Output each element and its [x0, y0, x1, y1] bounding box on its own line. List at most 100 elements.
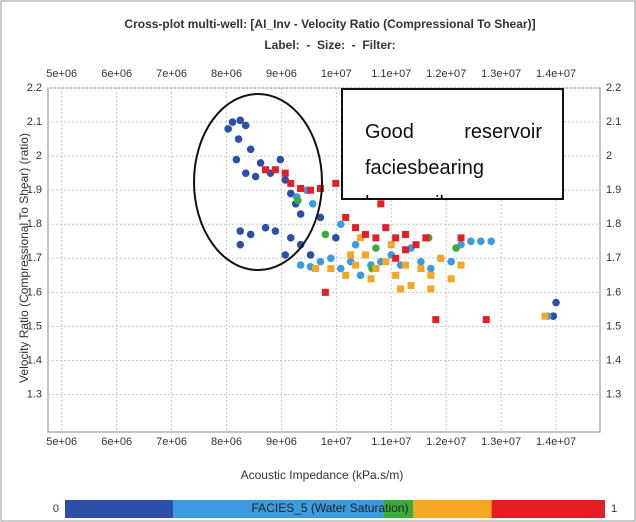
point: [287, 179, 295, 187]
point: [327, 254, 335, 263]
x-tick-label-top: 1.3e+07: [481, 68, 521, 80]
point: [467, 237, 475, 246]
point: [352, 224, 360, 232]
point: [427, 285, 435, 293]
point: [236, 240, 245, 249]
y-tick-label: 1.4: [27, 354, 42, 366]
point: [477, 237, 485, 246]
y-tick-label: 1.8: [27, 218, 42, 230]
y-tick-label: 2.2: [27, 82, 42, 94]
point: [336, 264, 345, 273]
y-tick-label-right: 2.1: [606, 116, 621, 128]
x-tick-label: 6e+06: [101, 436, 132, 448]
colorbar-segment: [491, 500, 605, 518]
point: [552, 298, 560, 307]
point: [392, 234, 400, 242]
point: [351, 240, 360, 249]
y-axis-label: Velocity Ratio (Compressional To Shear) …: [17, 133, 31, 383]
point: [281, 169, 289, 177]
x-tick-label-top: 1e+07: [321, 68, 352, 80]
point: [296, 210, 305, 218]
point: [224, 125, 232, 133]
point: [447, 257, 455, 266]
x-tick-label: 1.3e+07: [481, 436, 521, 448]
colorbar-segment: [173, 500, 384, 518]
point: [402, 246, 410, 254]
highlight-ellipse: [193, 93, 323, 271]
point: [297, 184, 305, 192]
point: [294, 196, 302, 205]
y-tick-label: 1.6: [27, 286, 42, 298]
point: [262, 166, 270, 174]
y-tick-label-right: 1.6: [606, 286, 621, 298]
y-tick-label-right: 1.5: [606, 320, 621, 332]
x-tick-label: 1.4e+07: [536, 436, 576, 448]
point: [457, 234, 465, 242]
point: [361, 230, 369, 238]
point: [342, 213, 350, 221]
point: [332, 179, 340, 187]
point: [387, 241, 395, 249]
y-tick-label: 2.1: [27, 116, 42, 128]
annotation: Good reservoir faciesbearing heavy oil: [341, 88, 564, 200]
point: [251, 172, 260, 181]
y-tick-label: 1.7: [27, 252, 42, 264]
point: [402, 230, 410, 238]
x-tick-label: 9e+06: [266, 436, 297, 448]
point: [382, 224, 390, 232]
point: [234, 135, 243, 143]
colorbar-min: 0: [53, 503, 59, 515]
y-tick-label-right: 1.9: [606, 184, 621, 196]
x-tick-label: 1.2e+07: [426, 436, 466, 448]
point: [347, 251, 355, 259]
y-tick-label-right: 2: [606, 150, 612, 162]
point: [307, 186, 315, 194]
point: [549, 312, 558, 320]
point: [427, 271, 435, 279]
point: [336, 220, 345, 229]
point: [316, 257, 325, 266]
y-tick-label-right: 1.3: [606, 388, 621, 400]
y-tick-label-right: 1.7: [606, 252, 621, 264]
point: [327, 265, 335, 273]
point: [316, 213, 325, 222]
point: [372, 265, 380, 273]
point: [452, 244, 460, 252]
point: [306, 251, 315, 259]
point: [246, 145, 255, 154]
point: [281, 176, 290, 184]
x-tick-label-top: 1.2e+07: [426, 68, 466, 80]
y-tick-label: 2: [36, 150, 42, 162]
point: [311, 265, 319, 273]
colorbar-label: FACIES_5 (Water Saturation): [252, 501, 409, 515]
point: [286, 189, 295, 198]
point: [308, 200, 317, 208]
point: [236, 116, 245, 125]
point: [377, 200, 385, 208]
point: [271, 227, 280, 235]
x-tick-label: 7e+06: [156, 436, 187, 448]
x-tick-label-top: 9e+06: [266, 68, 297, 80]
point: [228, 118, 237, 126]
point: [402, 261, 410, 269]
point: [427, 264, 435, 273]
y-tick-label-right: 1.4: [606, 354, 621, 366]
point: [332, 234, 340, 242]
colorbar-max: 1: [611, 503, 617, 515]
point: [241, 121, 250, 130]
x-tick-label-top: 1.1e+07: [371, 68, 411, 80]
point: [392, 271, 400, 279]
point: [447, 275, 455, 283]
x-tick-label: 1.1e+07: [371, 436, 411, 448]
point: [356, 271, 365, 280]
point: [256, 159, 265, 167]
x-tick-label-top: 8e+06: [211, 68, 242, 80]
colorbar-segment: [65, 500, 173, 518]
point: [246, 230, 255, 239]
chart-subtitle: Label: - Size: - Filter:: [264, 38, 395, 52]
y-tick-label: 1.9: [27, 184, 42, 196]
x-tick-label-top: 1.4e+07: [536, 68, 576, 80]
point: [342, 271, 350, 279]
point: [296, 261, 305, 269]
